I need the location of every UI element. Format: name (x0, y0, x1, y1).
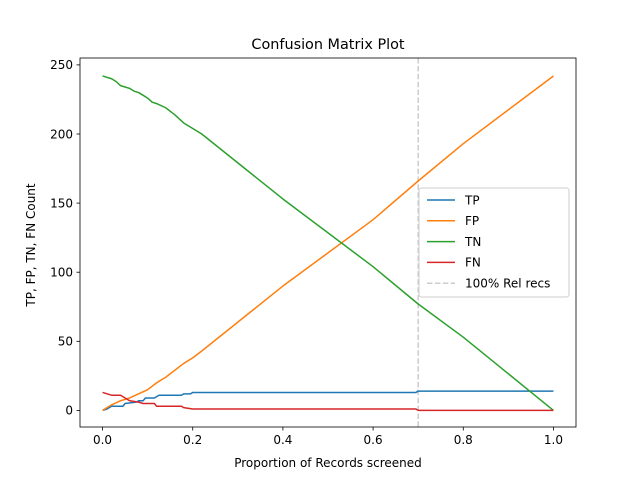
y-tick-label: 250 (50, 58, 73, 72)
x-tick-label: 0.2 (183, 433, 202, 447)
x-axis-ticks: 0.0 0.2 0.4 0.6 0.8 1.0 (93, 427, 563, 447)
plot-area (79, 57, 577, 428)
series-line-fn (102, 391, 554, 412)
axes-frame (79, 57, 577, 428)
series-line-tn (102, 75, 554, 412)
y-tick-label: 50 (58, 335, 73, 349)
y-tick-label: 150 (50, 196, 73, 210)
y-tick-label: 200 (50, 127, 73, 141)
x-tick-label: 1.0 (544, 433, 563, 447)
x-tick-label: 0.6 (364, 433, 383, 447)
y-axis-label: TP, FP, TN, FN Count (24, 183, 38, 308)
legend-box (418, 187, 570, 298)
x-tick-label: 0.0 (93, 433, 112, 447)
series-line-fp (102, 75, 554, 412)
series-line-tp (102, 390, 554, 412)
y-tick-label: 0 (65, 404, 73, 418)
legend-label: TN (464, 235, 481, 249)
legend: TP FP TN FN 100% Rel recs (418, 187, 570, 298)
y-axis-ticks: 0 50 100 150 200 250 (50, 58, 80, 418)
x-axis-label: Proportion of Records screened (234, 456, 422, 470)
legend-label: FN (465, 256, 481, 270)
y-tick-label: 100 (50, 266, 73, 280)
chart-title: Confusion Matrix Plot (251, 37, 405, 53)
legend-label: 100% Rel recs (465, 277, 550, 291)
legend-label: TP (464, 193, 480, 207)
x-tick-label: 0.8 (454, 433, 473, 447)
legend-label: FP (465, 214, 479, 228)
x-tick-label: 0.4 (273, 433, 292, 447)
